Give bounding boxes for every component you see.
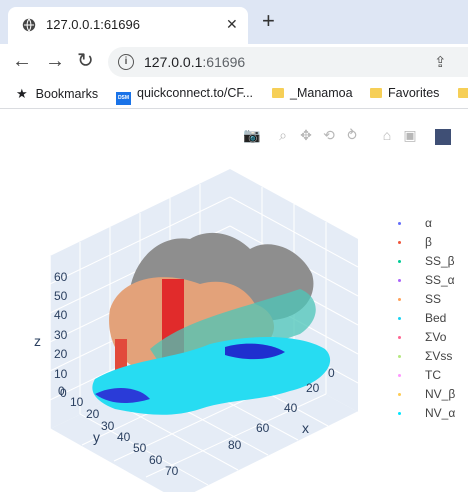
new-tab-button[interactable]: + <box>262 8 275 33</box>
bookmark-favorites[interactable]: Favorites <box>370 86 439 100</box>
z-tick: 50 <box>54 289 68 303</box>
camera-icon[interactable]: 📷 <box>243 127 261 143</box>
legend-label: ΣVss <box>425 349 453 363</box>
orbit-rotation-icon[interactable]: ⟲ <box>323 127 335 143</box>
legend-marker <box>398 374 401 377</box>
legend-label: NV_β <box>425 387 456 401</box>
bookmark-label: Favorites <box>388 86 440 100</box>
turntable-rotation-icon[interactable]: ⥁ <box>347 127 357 143</box>
browser-toolbar: ← → ↻ i 127.0.0.1:61696 ⇪ <box>0 44 468 80</box>
legend-marker <box>398 279 401 282</box>
tab-strip: 127.0.0.1:61696 ✕ + <box>0 0 468 44</box>
bookmark-quickconnect[interactable]: DSM quickconnect.to/CF... <box>116 86 253 105</box>
camera-reset-icon[interactable]: ▣ <box>403 127 417 143</box>
url-port: :61696 <box>202 54 246 70</box>
legend-label: SS <box>425 292 442 306</box>
legend-label: TC <box>425 368 441 382</box>
legend-marker <box>398 393 401 396</box>
back-icon[interactable]: ← <box>12 50 32 72</box>
axis-box-edges <box>49 256 359 492</box>
share-icon[interactable]: ⇪ <box>434 54 447 71</box>
x-tick: 80 <box>228 438 242 452</box>
legend-label: β <box>425 235 432 249</box>
plotly-logo-icon[interactable] <box>435 129 451 145</box>
zoom-icon[interactable]: ⌕ <box>279 127 287 143</box>
legend-label: Bed <box>425 311 447 325</box>
legend-label: ΣVo <box>425 330 447 344</box>
y-tick: 0 <box>60 386 67 400</box>
x-tick: 60 <box>256 421 270 435</box>
z-tick: 0 <box>58 384 65 398</box>
globe-icon <box>22 18 36 32</box>
z-tick: 20 <box>54 347 68 361</box>
y-tick: 30 <box>101 419 115 433</box>
star-icon: ★ <box>16 86 28 101</box>
browser-tab[interactable]: 127.0.0.1:61696 ✕ <box>8 7 248 44</box>
surface-blue-cloud <box>225 343 285 360</box>
z-tick: 40 <box>54 308 68 322</box>
legend-marker <box>398 241 401 244</box>
y-tick: 40 <box>117 430 131 444</box>
forward-icon[interactable]: → <box>45 50 65 72</box>
y-tick: 10 <box>70 395 84 409</box>
y-tick: 20 <box>86 407 100 421</box>
bookmark-overflow[interactable] <box>458 86 468 100</box>
y-tick: 50 <box>133 441 147 455</box>
z-tick: 60 <box>54 270 68 284</box>
close-tab-icon[interactable]: ✕ <box>226 16 238 32</box>
y-tick: 70 <box>165 464 179 478</box>
legend-label: SS_α <box>425 273 455 287</box>
page-content: 📷 ⌕ ✥ ⟲ ⥁ ⌂ ▣ <box>0 109 468 492</box>
tab-title: 127.0.0.1:61696 <box>46 17 140 32</box>
legend-marker <box>398 412 401 415</box>
legend-label: SS_β <box>425 254 455 268</box>
reload-icon[interactable]: ↻ <box>77 50 94 72</box>
y-tick: 60 <box>149 453 163 467</box>
site-info-icon[interactable]: i <box>118 54 134 70</box>
dsm-icon: DSM <box>116 92 131 105</box>
legend-marker <box>398 298 401 301</box>
bookmarks-menu[interactable]: ★ Bookmarks <box>16 86 98 102</box>
z-axis-title: z <box>34 333 41 349</box>
folder-icon <box>458 88 468 98</box>
folder-icon <box>370 88 382 98</box>
y-axis-title: y <box>93 429 100 445</box>
surface-blue-streak <box>95 387 150 404</box>
z-tick: 30 <box>54 328 68 342</box>
z-tick: 10 <box>54 367 68 381</box>
address-bar[interactable]: i 127.0.0.1:61696 ⇪ <box>108 47 468 77</box>
folder-icon <box>272 88 284 98</box>
x-tick: 40 <box>284 401 298 415</box>
legend-marker <box>398 355 401 358</box>
legend-marker <box>398 336 401 339</box>
legend-label: NV_α <box>425 406 456 420</box>
home-icon[interactable]: ⌂ <box>382 127 392 143</box>
bookmark-label: quickconnect.to/CF... <box>137 86 254 100</box>
address-text[interactable]: 127.0.0.1:61696 <box>144 54 245 70</box>
x-axis-title: x <box>302 420 309 436</box>
bookmark-label: _Manamoa <box>290 86 353 100</box>
bookmark-label: Bookmarks <box>35 87 99 101</box>
bookmarks-bar: ★ Bookmarks DSM quickconnect.to/CF... _Man… <box>0 80 468 109</box>
legend-label: α <box>425 216 432 230</box>
scene-3d[interactable] <box>0 109 468 492</box>
bookmark-manamoa[interactable]: _Manamoa <box>272 86 353 100</box>
legend-marker <box>398 260 401 263</box>
url-host: 127.0.0.1 <box>144 54 203 70</box>
legend-marker <box>398 317 401 320</box>
legend-marker <box>398 222 401 225</box>
x-tick: 20 <box>306 381 320 395</box>
pan-icon[interactable]: ✥ <box>300 127 312 143</box>
x-tick: 0 <box>328 366 335 380</box>
